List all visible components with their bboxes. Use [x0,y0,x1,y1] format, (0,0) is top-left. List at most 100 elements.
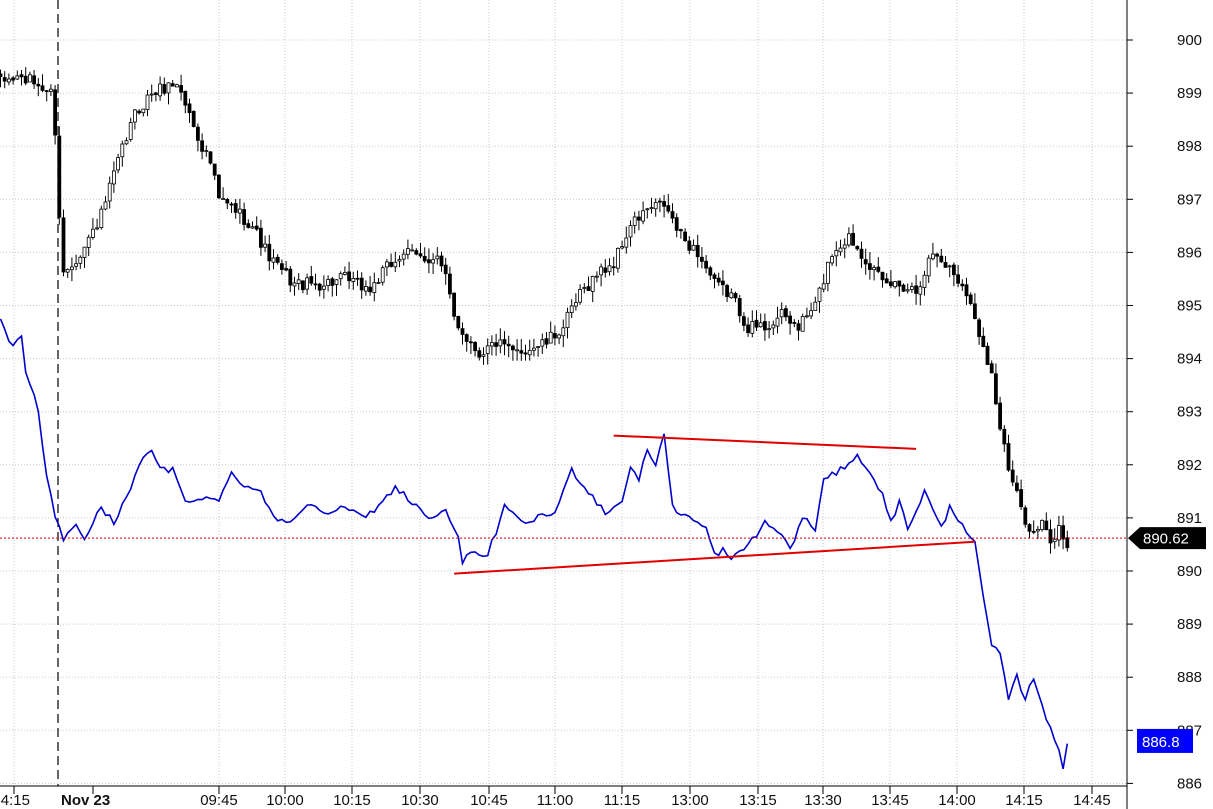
time-tick-label: 14:15 [1005,792,1043,809]
candle-body-up [826,261,830,284]
candle [237,198,242,224]
candle-body-down [1023,507,1028,525]
candle [771,320,776,335]
candle [1036,526,1040,540]
candle [813,296,818,311]
candle-body-up [95,227,99,230]
candle [582,283,587,294]
candle-body-up [145,94,150,111]
candle-body-down [426,259,431,264]
candle [447,266,452,299]
candle-body-down [216,174,221,199]
candle-body-up [86,236,91,248]
price-tick-label: 899 [1177,85,1202,102]
candle [842,238,847,259]
candle-body-down [317,283,322,291]
candle [1027,523,1032,539]
candle [242,202,247,231]
candle-body-down [183,90,188,106]
candle [174,83,179,88]
candle [763,313,767,341]
candle-body-down [679,229,683,232]
candle-body-up [893,281,897,288]
candle [1065,530,1070,552]
candle-body-up [166,82,171,94]
candle-body-up [124,140,129,145]
candle-body-up [334,279,339,285]
candle [132,108,137,130]
candle-body-down [422,255,427,262]
price-tick-label: 895 [1177,298,1202,315]
time-tick-label: 10:45 [470,792,508,809]
candle-body-up [931,253,935,260]
candle [515,339,519,361]
candle-body-down [674,217,679,231]
candle [376,278,381,284]
candle [695,234,700,268]
candle [935,252,939,268]
candle-body-up [431,259,436,264]
candle [473,341,478,357]
candle-body-down [61,217,66,273]
candle [95,218,99,231]
price-tick-label: 888 [1177,669,1202,686]
candle-body-up [632,216,637,226]
candle [1057,515,1061,547]
candle [422,247,427,264]
candle-body-down [981,335,986,347]
candle-body-up [326,279,331,286]
candle-body-down [359,277,364,291]
candle-body-down [897,280,902,287]
candle [977,317,981,345]
candle-body-up [779,309,784,318]
candle [498,328,503,354]
candle [805,307,809,319]
price-tick-label: 893 [1177,404,1202,421]
candle-body-up [653,201,658,210]
candle [141,108,146,117]
candle [540,333,545,354]
candle [204,145,209,157]
candle [233,199,238,219]
candle-body-up [132,109,137,123]
candle [716,272,721,286]
candle [800,313,805,332]
candle [653,198,658,217]
candle-body-up [691,244,696,251]
candle-body-up [574,302,578,307]
candle-body-down [1027,524,1032,532]
candle [645,207,650,219]
candle-body-down [763,321,767,331]
candle-body-down [1010,469,1015,483]
candle [99,205,104,230]
candle [880,271,885,288]
candle-body-down [880,271,885,281]
candle-body-down [229,203,234,206]
candle [305,273,310,295]
candle [641,201,645,225]
candle [0,69,3,88]
current-price-badge-label: 890.62 [1143,531,1189,548]
candle [737,294,742,323]
candle-body-down [284,268,289,271]
candle [78,255,83,269]
candle [536,346,540,357]
candle [523,344,528,361]
candle [544,332,549,349]
candle [834,241,839,267]
candle-body-up [237,208,242,214]
candle [347,261,352,289]
candle [683,228,687,243]
candle [565,307,570,339]
candle-body-down [477,350,482,358]
candle-body-up [847,233,851,246]
candle-body-up [771,324,776,329]
candle-body-up [342,272,347,275]
session-date-label: Nov 23 [61,792,110,809]
candle [599,263,603,287]
candle [284,261,289,272]
candle [624,226,629,254]
candle [179,74,184,101]
candle-body-down [1048,529,1053,544]
candle-body-up [410,249,415,252]
